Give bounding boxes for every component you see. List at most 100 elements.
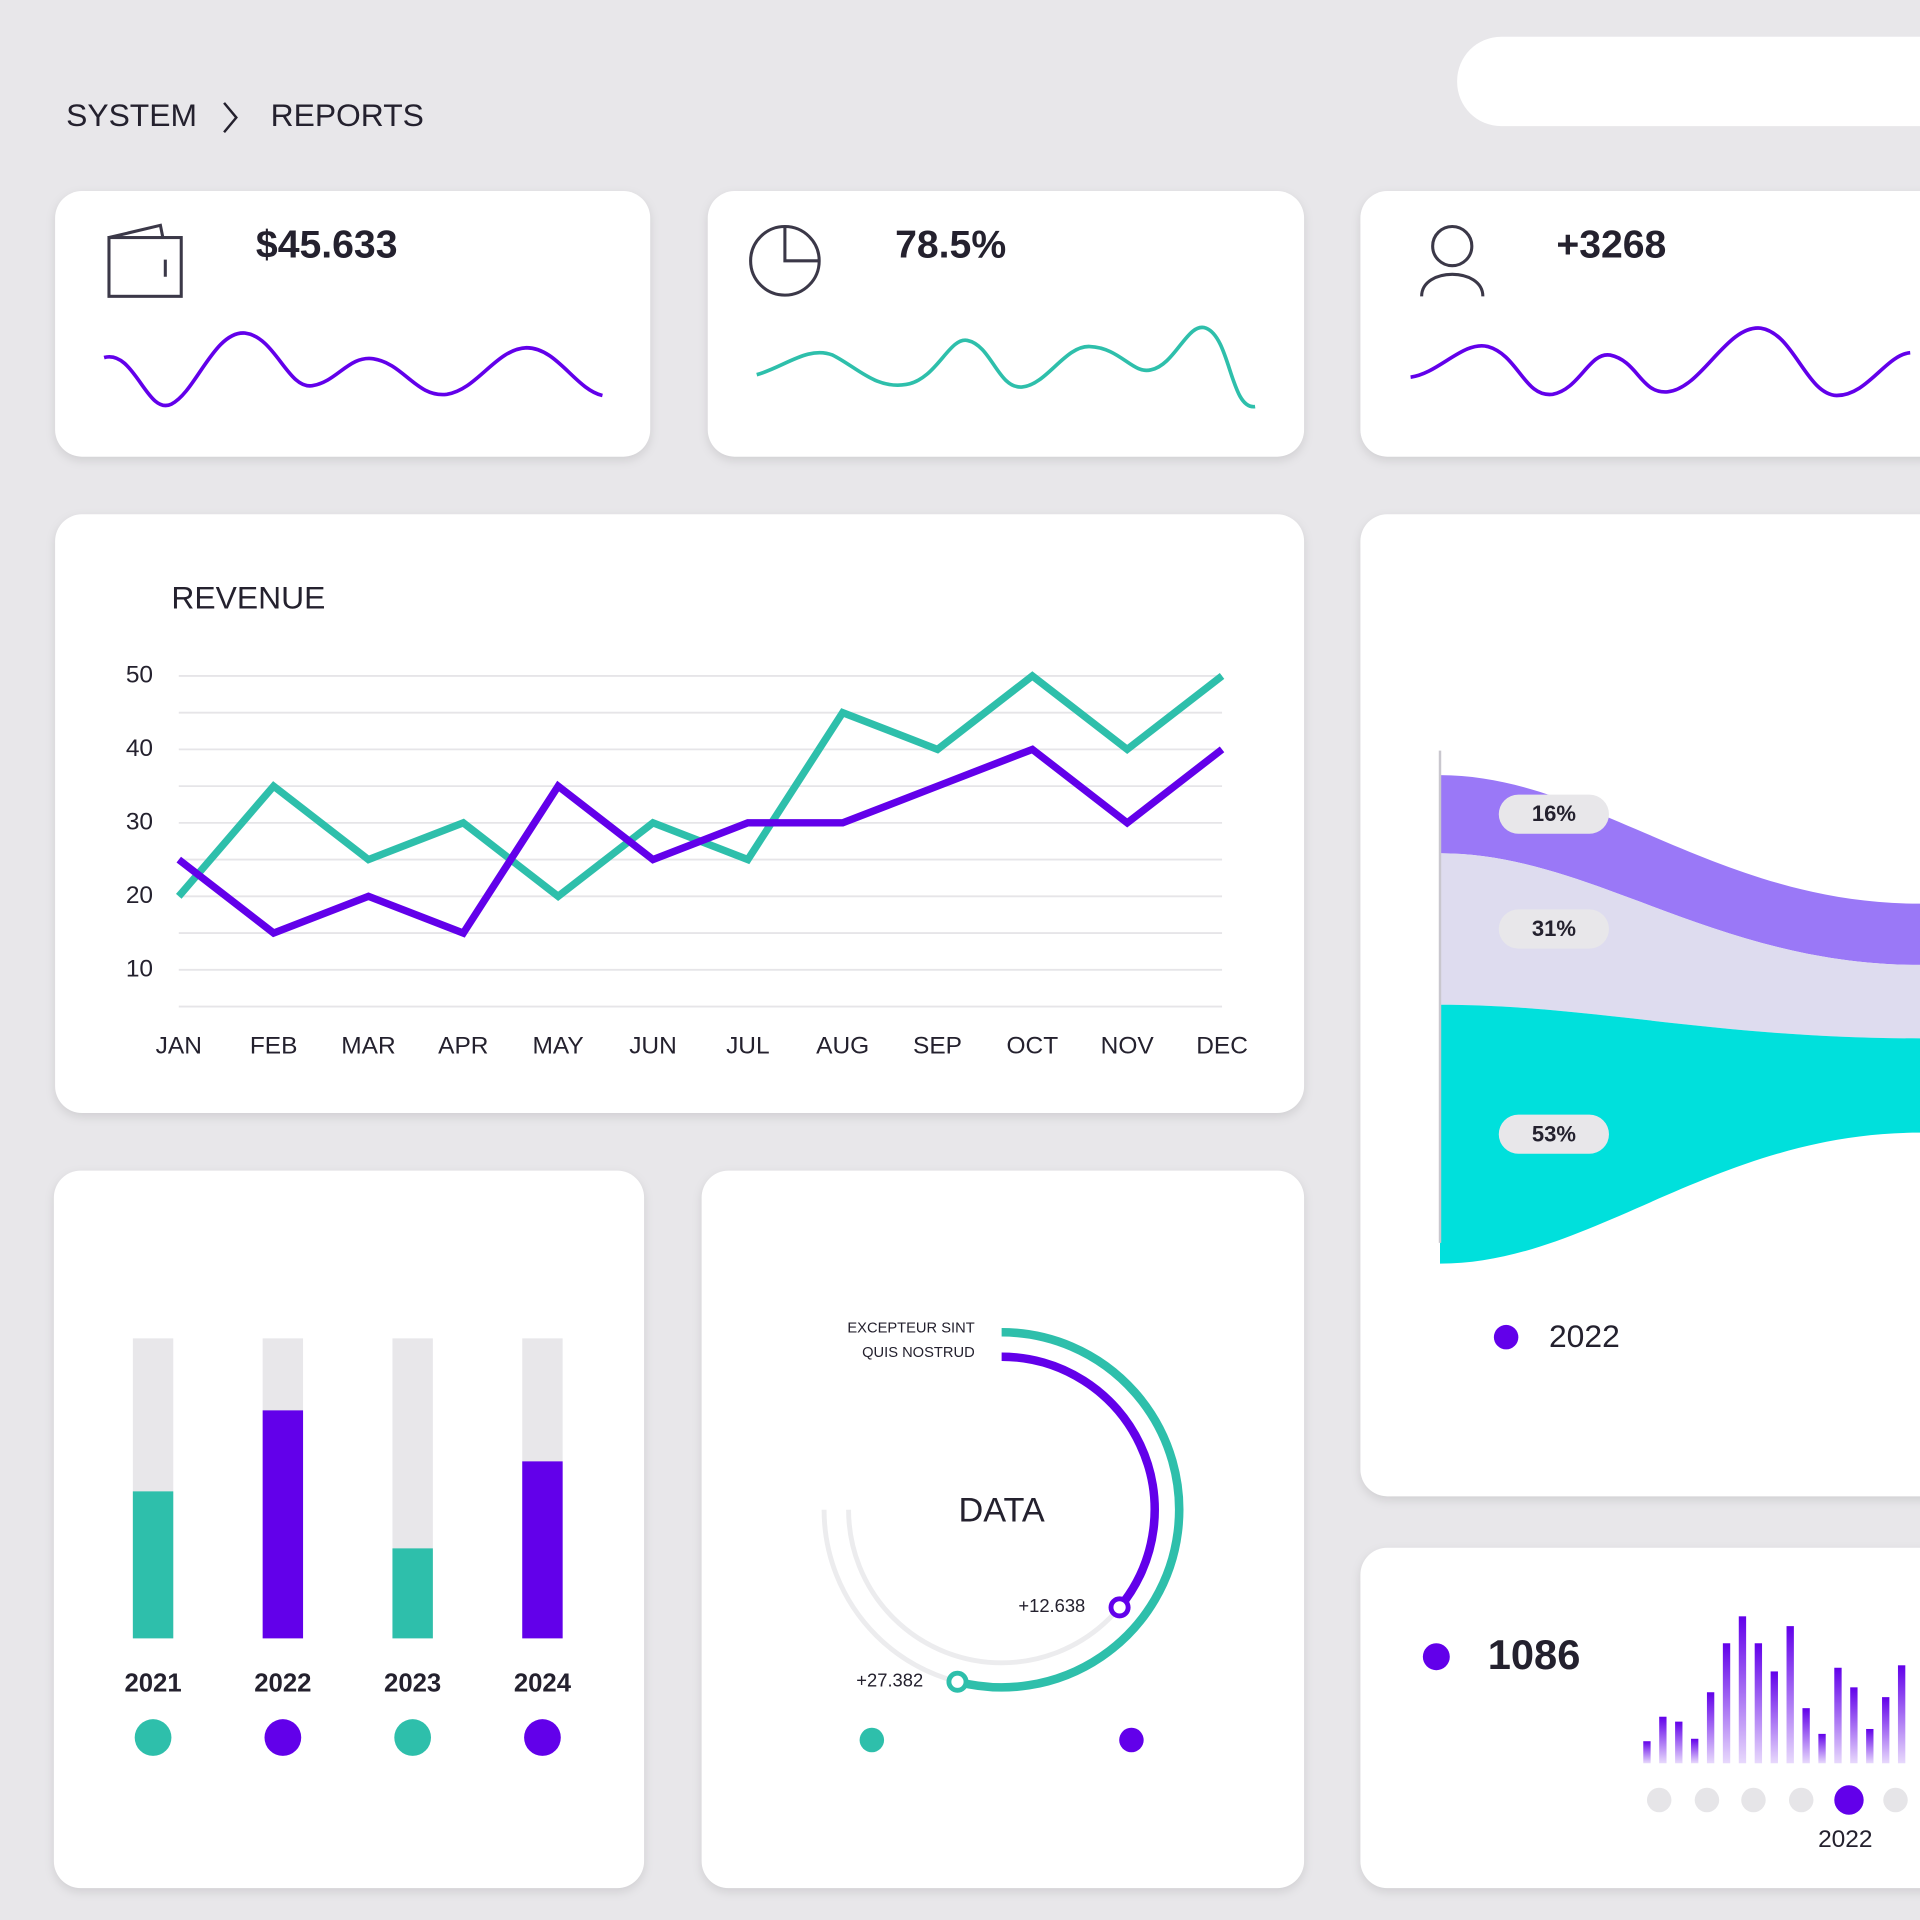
bar [1882, 1697, 1890, 1764]
headline-dot [1422, 1643, 1450, 1671]
bar [392, 1548, 433, 1639]
user-icon [1420, 225, 1485, 297]
pie-icon [749, 225, 821, 297]
page-dot[interactable] [1694, 1787, 1720, 1813]
bar [1675, 1721, 1683, 1764]
bar [1691, 1738, 1699, 1764]
label-pill [1498, 1114, 1609, 1154]
kpi-card [55, 191, 651, 457]
x-tick-label: JUN [629, 1032, 677, 1059]
bar [1754, 1643, 1763, 1764]
histogram-card [1360, 1547, 1920, 1889]
kpi-value: $45.633 [256, 224, 398, 267]
bar [1866, 1728, 1874, 1764]
page-dot[interactable] [1646, 1787, 1672, 1813]
x-tick-label: SEP [913, 1032, 962, 1059]
bar [1897, 1665, 1906, 1764]
x-tick-label: 2022 [254, 1670, 311, 1698]
x-tick-label: FEB [250, 1032, 298, 1059]
y-tick-label: 50 [126, 661, 153, 688]
sparkline [103, 331, 603, 408]
bar [262, 1410, 304, 1639]
arc-label: +12.638 [1018, 1595, 1085, 1616]
page-dot-active[interactable] [1834, 1785, 1864, 1815]
x-tick-label: AUG [816, 1032, 869, 1059]
x-tick-label: 2024 [514, 1670, 572, 1698]
arc [956, 1327, 1184, 1692]
revenue-card [55, 514, 1305, 1114]
arc-end [1108, 1596, 1131, 1619]
bar [1643, 1741, 1651, 1764]
legend-dot [134, 1719, 172, 1756]
bar [1850, 1687, 1858, 1764]
wallet-icon [107, 223, 183, 298]
bar [522, 1461, 563, 1639]
arc-label: +27.382 [856, 1670, 923, 1691]
pagination [1646, 1785, 1908, 1815]
x-tick-label: APR [438, 1032, 488, 1059]
kpi-value: +3268 [1556, 224, 1666, 267]
kpi-value: 78.5% [895, 224, 1006, 267]
series-name: QUIS NOSTRUD [862, 1345, 975, 1361]
x-tick-label: 2021 [124, 1670, 181, 1698]
bar [1786, 1626, 1794, 1764]
bar [1818, 1733, 1826, 1764]
x-tick-label: JAN [156, 1032, 202, 1059]
bar [1659, 1716, 1667, 1764]
progress-card [53, 1170, 645, 1889]
x-tick-label: DEC [1196, 1032, 1248, 1059]
sparkline [1410, 326, 1911, 398]
sparkline [756, 325, 1256, 409]
stream-band [1440, 853, 1920, 1039]
x-tick-label: MAY [533, 1032, 584, 1059]
data-label: 53% [1532, 1121, 1577, 1146]
legend-dot [524, 1719, 561, 1756]
legend-dot [394, 1719, 432, 1756]
y-tick-label: 40 [126, 735, 153, 762]
bar [1706, 1692, 1715, 1764]
chart-title: REVENUE [171, 579, 325, 615]
chart-title: DATA [958, 1491, 1044, 1529]
series-name: EXCEPTEUR SINT [847, 1320, 974, 1336]
kpi-card [707, 191, 1305, 457]
kpi-card [1360, 191, 1920, 457]
legend-dot [859, 1727, 885, 1753]
bar [1802, 1708, 1810, 1764]
bar [1770, 1671, 1778, 1764]
breadcrumb-item[interactable]: REPORTS [271, 97, 424, 133]
page-dot[interactable] [1788, 1787, 1814, 1813]
stream-band [1440, 1004, 1920, 1264]
y-tick-label: 10 [126, 955, 153, 982]
radial-card [701, 1170, 1305, 1889]
footer-label: 2022 [1818, 1826, 1872, 1853]
page-dot[interactable] [1741, 1787, 1766, 1813]
breadcrumb-item[interactable]: SYSTEM [66, 97, 197, 133]
bar [1722, 1643, 1731, 1764]
page-dot[interactable] [1883, 1787, 1908, 1813]
legend-dot [264, 1719, 302, 1756]
headline: 1086 [1488, 1631, 1581, 1678]
bar [1834, 1667, 1842, 1764]
breadcrumb-separator [223, 102, 238, 134]
label-pill [1498, 794, 1609, 834]
label-pill [1498, 909, 1609, 949]
x-tick-label: OCT [1007, 1032, 1059, 1059]
x-tick-label: JUL [726, 1032, 770, 1059]
x-tick-label: 2023 [384, 1670, 441, 1698]
bar [1738, 1616, 1747, 1764]
x-tick-label: NOV [1101, 1032, 1155, 1059]
y-tick-label: 20 [126, 882, 153, 909]
arc-end [946, 1670, 969, 1693]
x-tick-label: MAR [341, 1032, 395, 1059]
y-tick-label: 30 [126, 808, 153, 835]
legend-label: 2022 [1549, 1318, 1620, 1354]
data-label: 31% [1532, 916, 1577, 941]
legend-dot [1119, 1727, 1144, 1753]
arc [1001, 1352, 1159, 1611]
bar [132, 1491, 174, 1639]
search-bar[interactable] [1457, 36, 1920, 127]
legend-dot [1493, 1324, 1519, 1350]
data-label: 16% [1532, 801, 1577, 826]
